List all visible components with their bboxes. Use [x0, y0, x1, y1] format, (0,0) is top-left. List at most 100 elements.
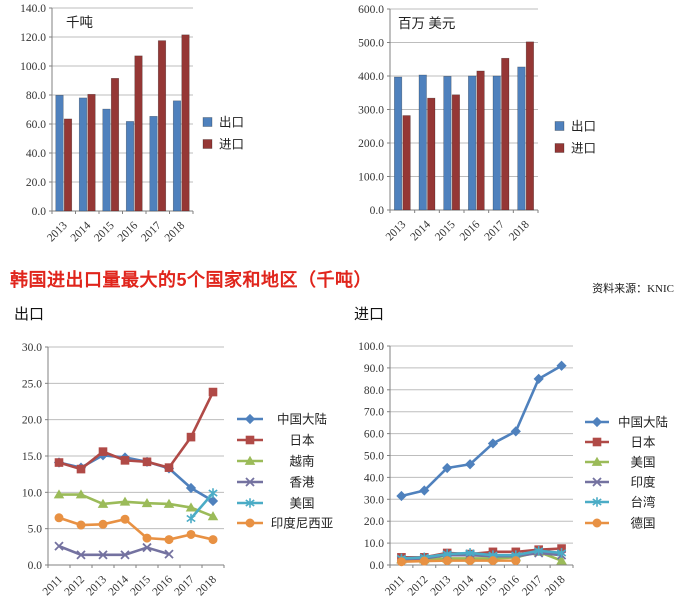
y-axis: 0.0 5.0 10.0 15.0 20.0 25.0 30.0 — [22, 342, 224, 572]
bar — [78, 97, 88, 212]
axis-unit-label: 千吨 — [66, 15, 93, 30]
y-tick-label: 25.0 — [22, 378, 42, 390]
x-tick-label: 2018 — [543, 573, 568, 598]
legend-swatch-icon — [202, 139, 213, 149]
square-marker-icon — [186, 432, 196, 442]
square-marker-icon — [245, 435, 255, 445]
diamond-marker-icon — [533, 373, 544, 384]
export-import-kilotons-svg: 0.020.040.060.080.0100.0120.0140.0201320… — [20, 3, 244, 244]
triangle-marker-icon — [163, 498, 175, 508]
x-tick-label: 2011 — [383, 573, 408, 598]
line-chart-import-top5: 0.0 10.0 20.0 30.0 40.0 50.0 60.0 70.0 80.0 90.0 1… — [340, 330, 679, 605]
x-tick-label: 2017 — [520, 573, 545, 598]
circle-marker-icon — [465, 556, 475, 566]
diamond-marker-icon — [419, 485, 430, 496]
line-chart-export-top5: 0.0 5.0 10.0 15.0 20.0 25.0 30.0 2011 2012 2013 20… — [0, 330, 340, 605]
bar — [525, 41, 534, 211]
legend-label: 美国 — [630, 456, 655, 470]
series-line — [58, 391, 215, 471]
diamond-marker-icon — [591, 416, 603, 428]
legend-label: 中国大陆 — [277, 412, 327, 427]
bar — [427, 97, 436, 211]
y-tick-label: 0.0 — [28, 560, 43, 572]
diamond-marker-icon — [442, 462, 453, 474]
y-tick-label: 300.0 — [358, 105, 384, 117]
legend-label: 美国 — [289, 497, 314, 511]
x-tick-label: 2017 — [482, 218, 507, 243]
y-tick-label: 0.0 — [370, 560, 385, 572]
bar — [418, 74, 427, 211]
x-marker-icon — [120, 550, 130, 560]
bar — [181, 34, 190, 212]
axis-unit-label: 百万 美元 — [398, 16, 455, 31]
bar — [468, 75, 477, 211]
x-tick-label: 2013 — [84, 573, 109, 598]
triangle-marker-icon — [97, 498, 109, 508]
series-line — [401, 364, 563, 498]
circle-marker-icon — [186, 529, 196, 539]
x-tick-label: 2015 — [433, 218, 458, 243]
bar — [149, 116, 158, 212]
y-tick-label: 0.0 — [32, 206, 47, 218]
y-tick-label: 40.0 — [26, 148, 46, 160]
bar — [402, 115, 411, 211]
diamond-marker-icon — [510, 426, 521, 437]
y-axis: 0.0 10.0 20.0 30.0 40.0 50.0 60.0 70.0 80.0 90.0 1… — [358, 341, 573, 572]
x-tick-label: 2018 — [194, 573, 219, 598]
y-tick-label: 100.0 — [358, 341, 384, 353]
legend-label: 德国 — [630, 516, 655, 531]
legend-label: 日本 — [289, 434, 315, 448]
line-series-美国 — [186, 488, 218, 524]
bar-series-进口 — [63, 34, 190, 212]
x-tick-label: 2014 — [106, 573, 131, 598]
bar — [134, 55, 143, 212]
asterisk-marker-icon — [245, 498, 255, 508]
y-tick-label: 20.0 — [26, 177, 46, 189]
y-tick-label: 50.0 — [364, 451, 384, 463]
y-axis: 0.0 100.0 200.0 300.0 400.0 500.0 600.0 — [358, 4, 538, 217]
y-tick-label: 20.0 — [22, 415, 42, 427]
x-tick-label: 2016 — [497, 573, 522, 598]
x-tick-label: 2017 — [172, 573, 197, 598]
x-tick-label: 2015 — [474, 573, 499, 598]
square-marker-icon — [142, 457, 152, 467]
x-tick-label: 2013 — [429, 573, 454, 598]
y-tick-label: 100.0 — [20, 61, 46, 73]
bar — [110, 78, 120, 212]
legend-swatch-icon — [554, 143, 565, 153]
diamond-marker-icon — [396, 490, 407, 502]
bar — [501, 57, 510, 211]
y-tick-label: 80.0 — [364, 385, 384, 397]
x-marker-icon — [54, 541, 64, 551]
asterisk-marker-icon — [592, 497, 602, 507]
line-series-印度尼西亚 — [54, 513, 218, 545]
asterisk-marker-icon — [186, 513, 196, 524]
circle-marker-icon — [396, 557, 406, 567]
y-tick-label: 30.0 — [22, 342, 42, 354]
y-tick-label: 140.0 — [20, 3, 46, 15]
legend-swatch-icon — [202, 117, 213, 127]
circle-marker-icon — [120, 514, 130, 524]
triangle-marker-icon — [591, 456, 603, 466]
circle-marker-icon — [511, 556, 521, 566]
circle-marker-icon — [245, 518, 255, 528]
legend-label: 印度 — [630, 475, 656, 490]
series-line — [190, 492, 214, 520]
x-marker-icon — [98, 550, 108, 560]
x-marker-icon — [592, 477, 602, 487]
bar — [517, 66, 526, 211]
series-line — [58, 544, 170, 557]
line-series-越南 — [53, 489, 219, 521]
line-series-德国 — [396, 556, 521, 567]
asterisk-marker-icon — [556, 548, 567, 558]
triangle-marker-icon — [185, 502, 197, 512]
bar-series-出口 — [394, 66, 526, 211]
x-tick-label: 2016 — [116, 219, 141, 244]
y-tick-label: 0.0 — [370, 205, 385, 217]
y-tick-label: 80.0 — [26, 90, 46, 102]
y-tick-label: 400.0 — [358, 71, 384, 83]
triangle-marker-icon — [53, 489, 65, 499]
x-marker-icon — [76, 550, 86, 560]
